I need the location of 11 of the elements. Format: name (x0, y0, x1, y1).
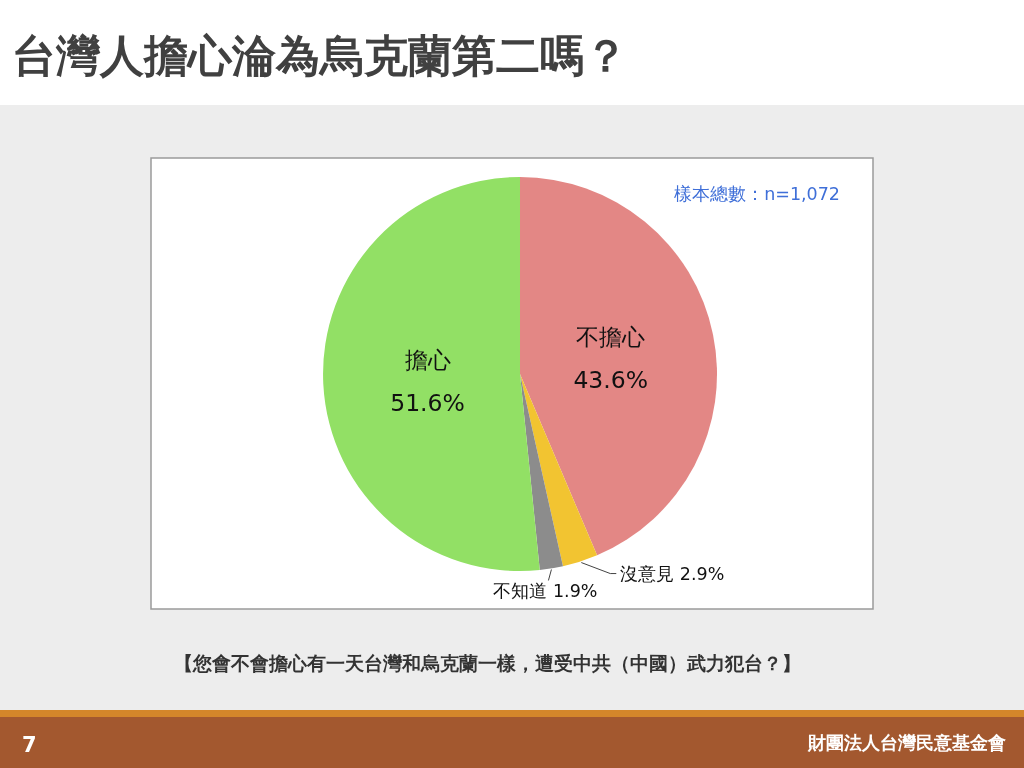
text: 7 (22, 733, 37, 757)
slice-label: 不知道 1.9% (493, 581, 598, 602)
text: 樣本總數：n=1,072 (674, 184, 840, 204)
text: 【您會不會擔心有一天台灣和烏克蘭一樣，遭受中共（中國）武力犯台？】 (173, 653, 801, 674)
data-label: 51.6% (390, 388, 465, 417)
slice-label: 不擔心 (576, 323, 646, 350)
text: 財團法人台灣民意基金會 (807, 733, 1006, 753)
data-label: 43.6% (573, 365, 649, 394)
chart-title: 台灣人擔心淪為烏克蘭第二嗎？ (12, 30, 628, 81)
slice-label: 擔心 (404, 346, 451, 373)
slice-label: 沒意見 2.9% (620, 563, 725, 584)
